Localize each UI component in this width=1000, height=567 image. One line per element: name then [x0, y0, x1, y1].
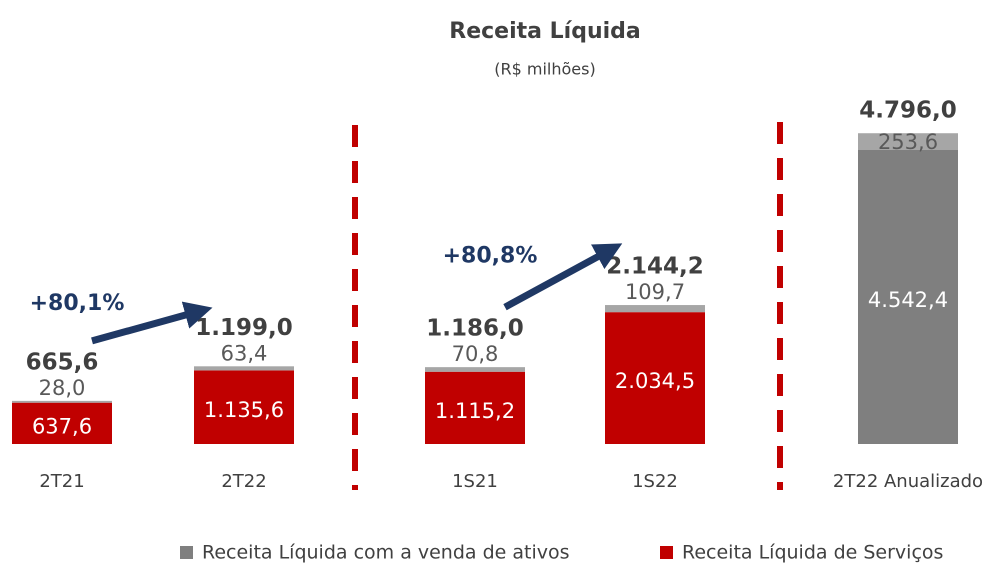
x-tick-label: 1S22: [632, 471, 678, 492]
value-label: 28,0: [39, 376, 86, 400]
value-label: 2.034,5: [615, 369, 695, 393]
legend-label: Receita Líquida com a venda de ativos: [202, 542, 570, 564]
value-label: 4.542,4: [868, 288, 948, 312]
bar-segment: [12, 400, 112, 403]
total-label: 2.144,2: [606, 254, 704, 280]
x-tick-label: 2T21: [39, 471, 84, 492]
total-label: 4.796,0: [859, 98, 957, 124]
bar-segment: [194, 366, 294, 371]
growth-label: +80,1%: [30, 291, 125, 316]
bar-segment: [12, 402, 112, 444]
total-label: 1.186,0: [426, 316, 524, 342]
growth-arrow: [91, 301, 213, 345]
value-label: 1.135,6: [204, 398, 284, 422]
chart-title: Receita Líquida: [449, 19, 641, 44]
value-label: 637,6: [32, 414, 92, 438]
legend-label: Receita Líquida de Serviços: [682, 542, 943, 564]
bar-segment: [605, 305, 705, 313]
x-tick-label: 2T22 Anualizado: [833, 471, 983, 492]
bar-segment: [858, 133, 958, 150]
legend-swatch: [180, 546, 193, 559]
total-label: 665,6: [26, 349, 99, 375]
value-label: 70,8: [452, 342, 499, 366]
x-tick-label: 1S21: [452, 471, 498, 492]
bar-segment: [605, 312, 705, 444]
bar-segment: [194, 370, 294, 444]
value-label: 109,7: [625, 280, 685, 304]
legend-swatch: [660, 546, 673, 559]
bar-segment: [425, 371, 525, 444]
value-label: 63,4: [221, 341, 268, 365]
value-label: 1.115,2: [435, 399, 515, 423]
value-label: 253,6: [878, 130, 938, 154]
bar-segment: [858, 149, 958, 445]
x-tick-label: 2T22: [221, 471, 266, 492]
total-label: 1.199,0: [195, 315, 293, 341]
bar-segment: [425, 367, 525, 372]
growth-label: +80,8%: [443, 244, 538, 269]
chart-subtitle: (R$ milhões): [494, 60, 595, 79]
growth-arrow: [503, 243, 623, 311]
